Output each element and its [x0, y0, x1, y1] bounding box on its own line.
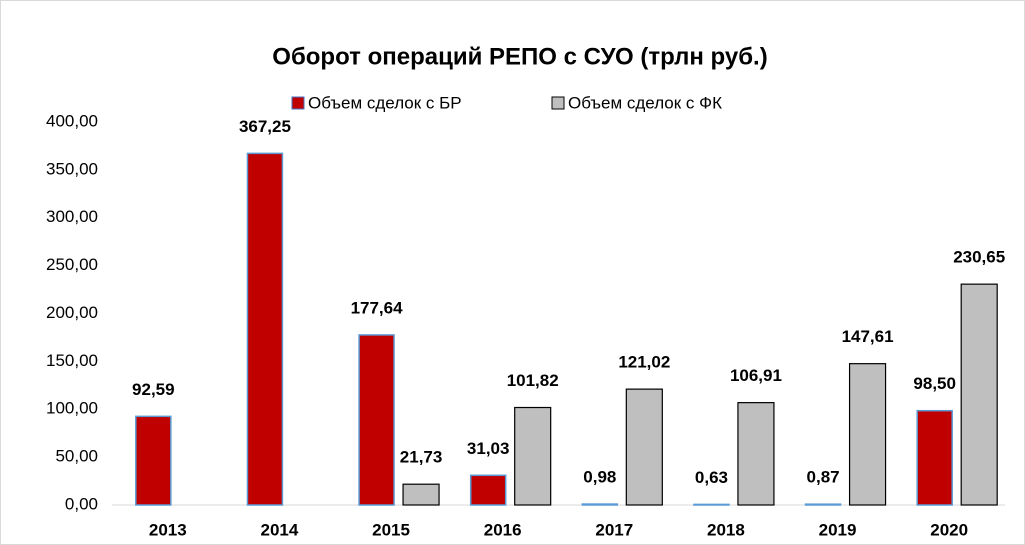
data-label: 98,50: [913, 374, 956, 393]
y-tick-label: 0,00: [65, 494, 98, 513]
bar: [625, 388, 663, 506]
y-tick-label: 300,00: [46, 207, 98, 226]
x-tick-label: 2017: [595, 520, 633, 539]
legend-swatch: [551, 96, 565, 110]
y-tick-label: 400,00: [46, 111, 98, 130]
x-tick-label: 2018: [707, 520, 745, 539]
data-label: 92,59: [132, 380, 175, 399]
x-tick-label: 2016: [484, 520, 522, 539]
y-tick-label: 50,00: [55, 447, 98, 466]
data-label: 0,63: [695, 468, 728, 487]
data-label: 177,64: [351, 298, 404, 317]
bar: [693, 503, 730, 506]
y-tick-label: 100,00: [46, 399, 98, 418]
data-label: 147,61: [842, 327, 894, 346]
legend-label: Объем сделок с ФК: [568, 93, 722, 112]
y-tick-label: 250,00: [46, 255, 98, 274]
data-label: 21,73: [400, 448, 443, 467]
y-tick-label: 350,00: [46, 159, 98, 178]
x-tick-label: 2020: [930, 520, 968, 539]
x-tick-label: 2014: [261, 520, 299, 539]
data-label: 367,25: [239, 117, 291, 136]
bar: [848, 363, 887, 506]
bar: [246, 152, 284, 506]
data-label: 106,91: [730, 366, 782, 385]
chart-title: Оборот операций РЕПО с СУО (трлн руб.): [272, 43, 767, 70]
y-tick-label: 150,00: [46, 351, 98, 370]
y-tick-label: 200,00: [46, 303, 98, 322]
data-label: 31,03: [467, 439, 510, 458]
bar: [916, 409, 953, 506]
bar: [358, 334, 395, 506]
x-tick-label: 2013: [149, 520, 187, 539]
bar: [960, 283, 998, 506]
data-label: 230,65: [953, 248, 1005, 267]
bar: [737, 402, 775, 506]
bar: [581, 503, 619, 506]
legend-swatch: [291, 96, 305, 110]
x-tick-label: 2019: [819, 520, 857, 539]
data-label: 0,87: [807, 468, 840, 487]
bar: [402, 483, 440, 506]
bar: [469, 474, 507, 506]
x-tick-label: 2015: [372, 520, 410, 539]
legend-label: Объем сделок с БР: [308, 93, 462, 112]
bar: [514, 406, 552, 506]
data-label: 121,02: [618, 353, 670, 372]
data-label: 101,82: [507, 371, 559, 390]
bar: [135, 415, 172, 506]
data-label: 0,98: [583, 468, 616, 487]
bar: [804, 503, 842, 506]
